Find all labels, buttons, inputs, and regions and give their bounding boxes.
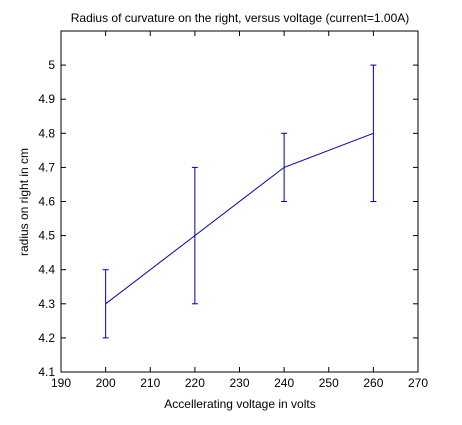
x-tick-label: 210 — [140, 376, 160, 390]
x-tick-label: 200 — [96, 376, 116, 390]
x-tick-label: 240 — [274, 376, 294, 390]
x-axis-label: Accellerating voltage in volts — [164, 397, 315, 411]
y-tick-label: 5 — [48, 58, 55, 72]
x-tick-label: 260 — [363, 376, 383, 390]
y-tick-label: 4.3 — [38, 297, 55, 311]
y-tick-label: 4.8 — [38, 126, 55, 140]
x-tick-label: 270 — [408, 376, 428, 390]
x-tick-label: 230 — [229, 376, 249, 390]
y-tick-label: 4.7 — [38, 160, 55, 174]
x-tick-label: 190 — [51, 376, 71, 390]
x-tick-label: 220 — [185, 376, 205, 390]
series-layer — [102, 64, 377, 339]
y-axis-ticks: 4.1 4.2 4.3 4.4 4.5 4.6 4.7 4.8 4.9 5 — [38, 58, 418, 379]
chart-title: Radius of curvature on the right, versus… — [71, 11, 410, 25]
y-tick-label: 4.5 — [38, 229, 55, 243]
y-tick-label: 4.2 — [38, 331, 55, 345]
y-tick-label: 4.9 — [38, 92, 55, 106]
y-tick-label: 4.4 — [38, 263, 55, 277]
x-axis-ticks: 190 200 210 220 230 240 250 260 270 — [51, 31, 428, 390]
y-tick-label: 4.6 — [38, 195, 55, 209]
series-line — [105, 132, 374, 305]
y-tick-label: 4.1 — [38, 365, 55, 379]
x-tick-label: 250 — [319, 376, 339, 390]
y-axis-label: radius on right in cm — [17, 148, 31, 256]
